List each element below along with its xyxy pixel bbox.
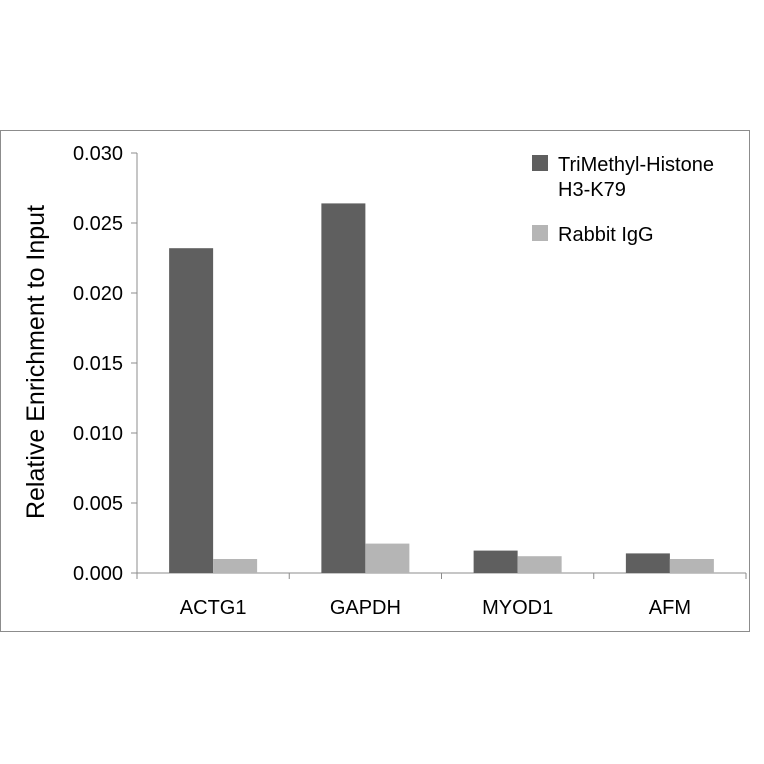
legend-label: TriMethyl-Histone H3-K79 xyxy=(558,154,714,201)
x-tick-label: AFM xyxy=(649,597,691,619)
x-axis: ACTG1 GAPDH MYOD1 AFM xyxy=(136,572,747,619)
y-tick-label: 0.030 xyxy=(73,143,123,165)
chart-frame xyxy=(0,130,750,632)
y-tick-label: 0.000 xyxy=(73,563,123,585)
bar xyxy=(365,543,410,573)
legend-swatch xyxy=(532,225,548,241)
legend-label: Rabbit IgG xyxy=(558,224,654,246)
bar xyxy=(473,550,518,573)
x-tick-label: ACTG1 xyxy=(180,597,247,619)
y-tick-label: 0.015 xyxy=(73,353,123,375)
legend-swatch xyxy=(532,155,548,171)
y-axis-title: Relative Enrichment to Input xyxy=(22,205,50,519)
bar xyxy=(669,559,714,573)
bars xyxy=(169,203,714,573)
x-tick-label: MYOD1 xyxy=(482,597,553,619)
x-tick-label: GAPDH xyxy=(330,597,401,619)
y-tick-label: 0.010 xyxy=(73,423,123,445)
legend: TriMethyl-Histone H3-K79 Rabbit IgG xyxy=(532,154,714,246)
y-tick-label: 0.025 xyxy=(73,213,123,235)
y-tick-label: 0.005 xyxy=(73,493,123,515)
bar xyxy=(213,559,258,573)
bar xyxy=(625,553,670,573)
bar xyxy=(321,203,366,573)
bar xyxy=(517,556,562,573)
y-axis: 0.000 0.005 0.010 0.015 0.020 0.025 0.030 xyxy=(73,143,138,585)
y-tick-label: 0.020 xyxy=(73,283,123,305)
bar xyxy=(169,248,214,573)
